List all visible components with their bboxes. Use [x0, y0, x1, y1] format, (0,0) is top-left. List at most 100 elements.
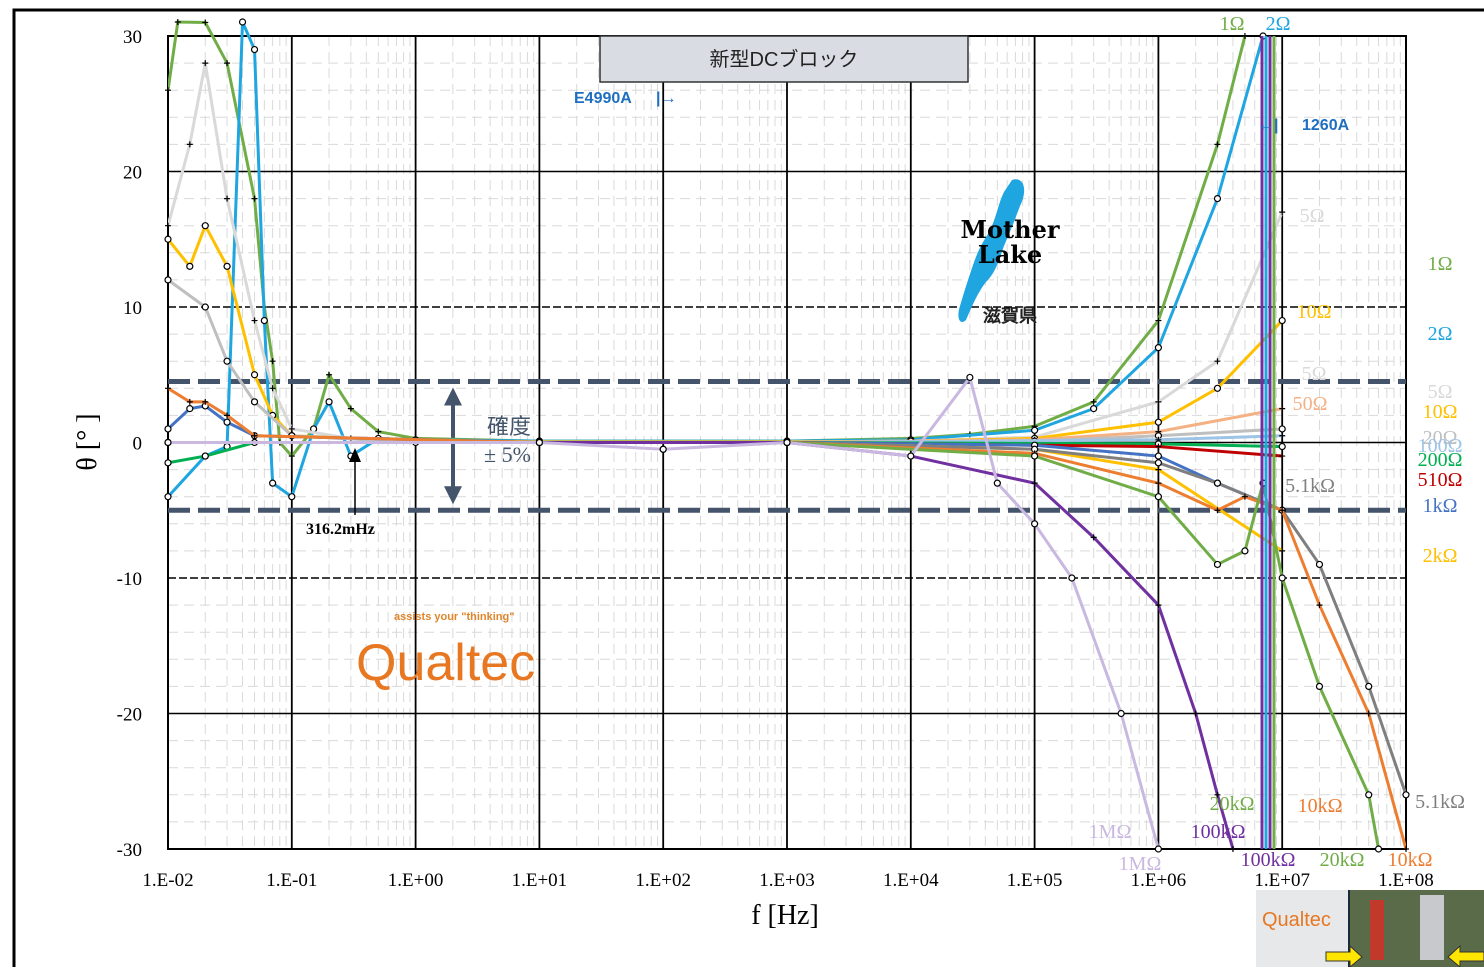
data-point — [164, 493, 172, 501]
thumbnail-photo: Qualtec — [1256, 890, 1484, 967]
data-point — [224, 412, 231, 419]
data-point — [238, 18, 247, 26]
data-point — [1213, 479, 1222, 487]
data-point — [223, 357, 231, 365]
series-label-right: 1kΩ — [1423, 495, 1458, 517]
lake-line1: Mother — [960, 215, 1059, 244]
x-tick-label: 1.E+01 — [512, 870, 568, 891]
data-point — [1154, 459, 1163, 467]
data-point — [269, 358, 276, 365]
data-point — [1241, 493, 1248, 500]
data-point — [250, 398, 259, 406]
e4990a-note: E4990A — [574, 90, 632, 107]
series-label-inline: 1MΩ — [1089, 821, 1132, 843]
series-label-inline: 100kΩ — [1191, 821, 1246, 843]
series-label-inline: 20kΩ — [1320, 849, 1365, 871]
series-label-right: 1Ω — [1428, 253, 1453, 275]
data-point — [1315, 682, 1324, 691]
series-line-low-0 — [168, 20, 540, 459]
x-tick-label: 1.E+00 — [388, 870, 444, 891]
x-tick-label: 1.E+03 — [759, 870, 815, 891]
series-label-inline: 20kΩ — [1210, 793, 1255, 815]
data-point — [164, 425, 172, 433]
series-label-inline: 5Ω — [1302, 363, 1327, 385]
series-label-inline: 10Ω — [1297, 301, 1332, 323]
series-label-right: 5.1kΩ — [1415, 791, 1465, 813]
data-point — [186, 398, 193, 405]
data-point — [1031, 480, 1038, 487]
data-point — [164, 235, 172, 243]
data-point — [223, 262, 231, 270]
qualtec-logo: assists your "thinking" Qualtec — [356, 611, 535, 692]
axis-ticks: 1.E-02 1.E-01 1.E+00 1.E+01 1.E+02 1.E+03 1.E+… — [117, 27, 1434, 891]
data-point — [1117, 709, 1125, 718]
data-point — [1213, 384, 1222, 392]
data-point — [251, 317, 258, 324]
data-point — [223, 418, 231, 426]
marker-freq-label: 316.2mHz — [306, 521, 375, 538]
data-point — [1241, 547, 1249, 555]
data-point — [186, 141, 193, 148]
data-point — [375, 428, 382, 435]
series-label-inline: 10kΩ — [1388, 849, 1433, 871]
data-point — [325, 398, 333, 406]
data-point — [1155, 398, 1162, 405]
e4990a-arrow: |→ — [656, 90, 676, 107]
data-point — [201, 452, 209, 460]
data-point — [993, 479, 1001, 487]
data-point — [1214, 507, 1221, 514]
data-point — [250, 371, 259, 379]
data-point — [326, 371, 333, 378]
data-point — [1279, 209, 1286, 216]
data-point — [1214, 141, 1221, 148]
data-point — [1155, 466, 1162, 473]
data-point — [1241, 33, 1248, 39]
series-label-right: 5Ω — [1428, 381, 1453, 403]
data-point — [1365, 710, 1372, 717]
data-point — [1315, 560, 1324, 569]
x-tick-label: 1.E+07 — [1254, 870, 1310, 891]
data-point — [1278, 442, 1286, 451]
data-point — [1278, 425, 1286, 433]
data-point — [250, 45, 259, 54]
data-point — [1155, 480, 1162, 487]
data-point — [1279, 432, 1286, 439]
data-point — [347, 405, 354, 412]
data-point — [224, 60, 231, 67]
data-point — [1214, 358, 1221, 365]
data-point — [1365, 682, 1373, 691]
series-label-inline: 1Ω — [1220, 13, 1245, 35]
series-line-high-11 — [786, 441, 1406, 796]
accuracy-label-2: ± 5% — [484, 442, 531, 467]
y-tick-label: -20 — [117, 705, 142, 726]
lake-sub: 滋賀県 — [983, 305, 1037, 327]
data-point — [288, 493, 296, 501]
data-point — [1155, 317, 1162, 324]
data-point — [1068, 574, 1076, 582]
y-tick-label: 10 — [123, 298, 142, 319]
accuracy-arrow-up — [444, 387, 462, 406]
y-axis-label: θ [° ] — [72, 413, 103, 470]
data-point — [165, 87, 171, 94]
data-point — [164, 459, 172, 467]
data-point — [1154, 452, 1163, 460]
series-label-right: 100Ω — [1418, 435, 1463, 457]
data-point — [202, 398, 209, 405]
data-point — [202, 19, 209, 26]
data-point — [1030, 520, 1039, 528]
data-point — [1154, 493, 1163, 501]
data-point — [783, 438, 791, 447]
series-label-inline: 2Ω — [1266, 13, 1291, 35]
x-tick-label: 1.E+08 — [1378, 870, 1434, 891]
series-label-inline: 1MΩ — [1119, 853, 1162, 875]
data-point — [1155, 602, 1162, 609]
data-point — [535, 438, 544, 447]
data-point — [1279, 453, 1286, 460]
data-point — [1030, 452, 1039, 460]
chart-frame — [12, 8, 1484, 967]
y-tick-label: -30 — [117, 840, 142, 861]
y-tick-label: -10 — [117, 569, 142, 590]
data-point — [1278, 574, 1286, 582]
data-point — [1278, 316, 1286, 325]
